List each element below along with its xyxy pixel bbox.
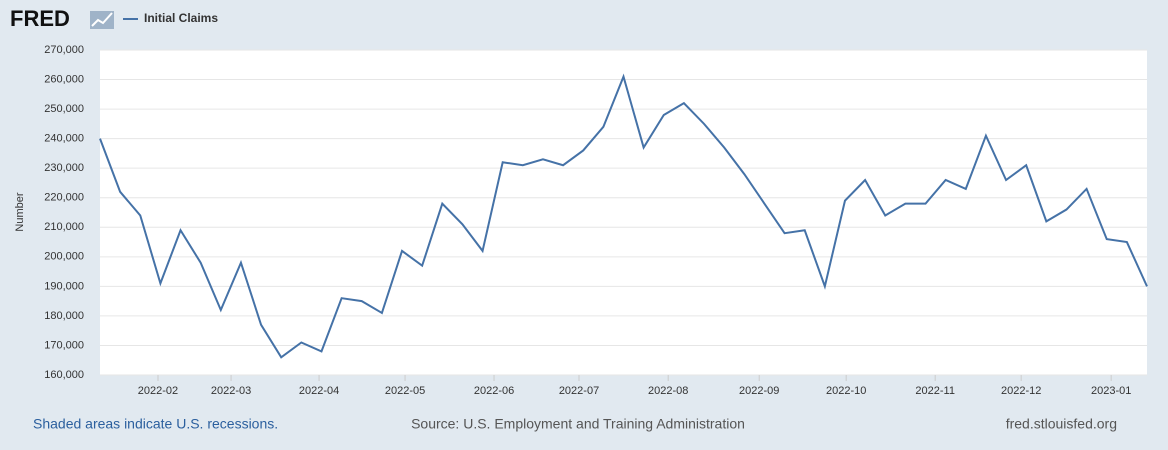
x-tick-label: 2022-12 <box>1001 385 1041 397</box>
y-tick-label: 260,000 <box>44 73 84 85</box>
y-tick-label: 220,000 <box>44 192 84 204</box>
y-tick-label: 170,000 <box>44 339 84 351</box>
x-tick-label: 2023-01 <box>1091 385 1131 397</box>
recession-note[interactable]: Shaded areas indicate U.S. recessions. <box>33 416 278 432</box>
y-tick-label: 210,000 <box>44 221 84 233</box>
x-tick-label: 2022-11 <box>915 385 955 397</box>
x-tick-label: 2022-05 <box>385 385 425 397</box>
x-tick-label: 2022-09 <box>739 385 779 397</box>
x-tick-label: 2022-07 <box>559 385 599 397</box>
y-axis-label: Number <box>14 192 26 231</box>
y-tick-label: 240,000 <box>44 133 84 145</box>
x-tick-label: 2022-02 <box>138 385 178 397</box>
y-tick-label: 230,000 <box>44 162 84 174</box>
plot-area <box>100 50 1147 375</box>
y-tick-label: 250,000 <box>44 103 84 115</box>
x-tick-label: 2022-04 <box>299 385 339 397</box>
x-tick-label: 2022-06 <box>474 385 514 397</box>
y-tick-label: 200,000 <box>44 251 84 263</box>
source: Source: U.S. Employment and Training Adm… <box>411 416 745 432</box>
data-line <box>99 73 1148 359</box>
legend-label: Initial Claims <box>144 11 218 25</box>
x-tick-label: 2022-03 <box>211 385 251 397</box>
x-tick-label: 2022-10 <box>826 385 866 397</box>
logo-icon <box>90 11 114 29</box>
logo: FRED <box>10 6 70 31</box>
site[interactable]: fred.stlouisfed.org <box>1006 416 1117 432</box>
y-tick-label: 190,000 <box>44 280 84 292</box>
y-tick-label: 270,000 <box>44 44 84 56</box>
y-tick-label: 160,000 <box>44 369 84 381</box>
y-tick-label: 180,000 <box>44 310 84 322</box>
x-tick-label: 2022-08 <box>648 385 688 397</box>
